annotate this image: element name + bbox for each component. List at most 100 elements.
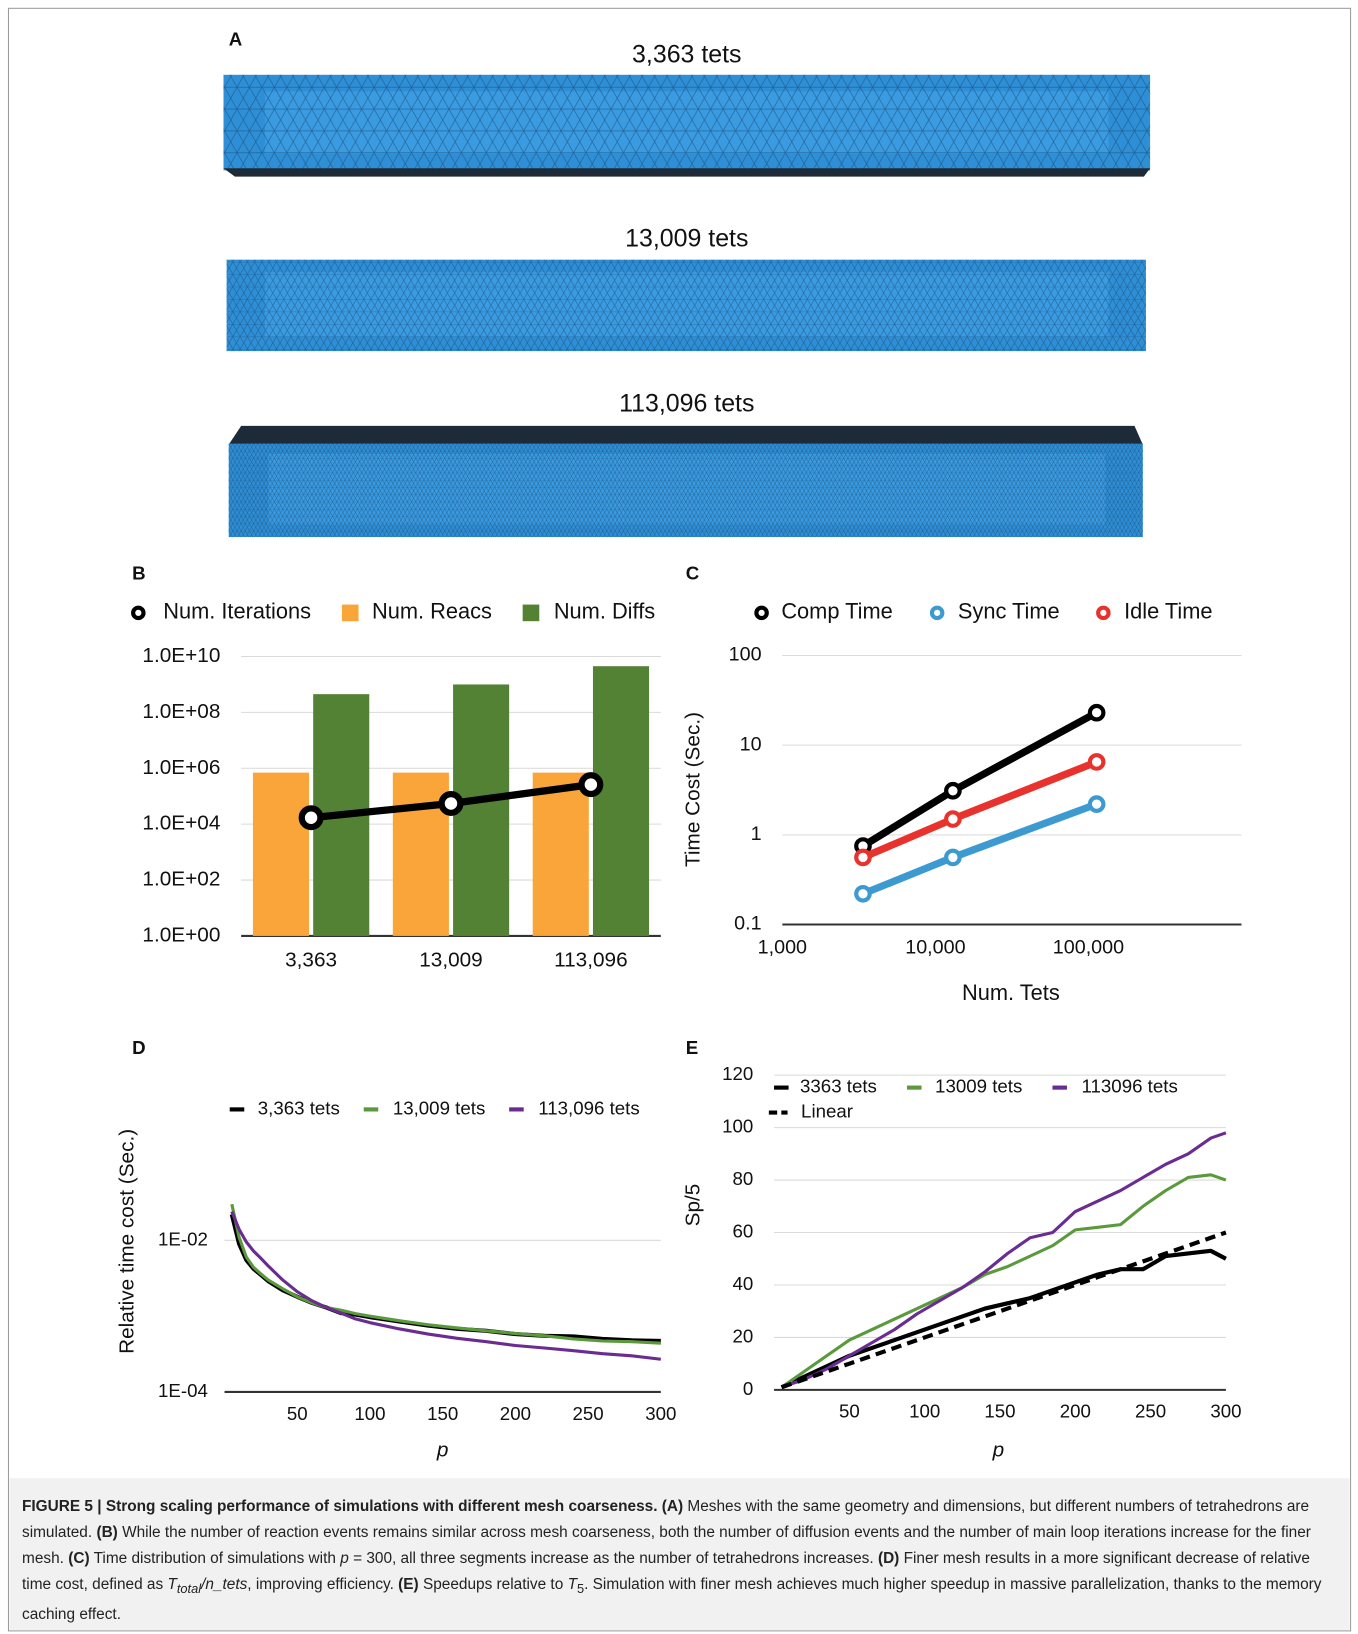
- mesh-fine: [229, 426, 1143, 537]
- chart-panel: C 1,000 10,000 100,000 0.1 1 10 100 Num. Tets Tim…: [682, 562, 1242, 1004]
- figure: A 3,363 tets 13,009 tets 113,096 tets B3…: [0, 0, 1358, 1634]
- x-tick-label: 1,000: [758, 937, 807, 959]
- y-tick-label: 1.0E+10: [142, 644, 220, 667]
- line: [782, 1251, 1226, 1387]
- legend-label: 3,363 tets: [258, 1097, 340, 1118]
- legend-label: 13,009 tets: [393, 1097, 485, 1118]
- marker: [856, 851, 870, 865]
- y-tick-label: 0.1: [734, 913, 761, 935]
- x-tick-label: 13,009: [419, 948, 483, 971]
- y-tick-label: 0: [743, 1378, 753, 1399]
- caption: FIGURE 5 | Strong scaling performance of…: [22, 1494, 1338, 1628]
- y-tick-label: 1.0E+02: [142, 868, 220, 891]
- mesh-label: 13,009 tets: [625, 225, 748, 253]
- x-tick-label: 150: [984, 1401, 1015, 1422]
- page: A 3,363 tets 13,009 tets 113,096 tets B3…: [0, 0, 1358, 1634]
- caption-text: = 300, all three segments increase as th…: [353, 1550, 874, 1567]
- x-tick-label: 250: [1135, 1401, 1166, 1422]
- x-tick-label: 50: [287, 1403, 308, 1424]
- caption-symbol: T: [568, 1576, 577, 1593]
- caption-symbol: p: [340, 1550, 349, 1567]
- legend-swatch: [342, 605, 359, 622]
- x-tick-label: 50: [839, 1401, 860, 1422]
- panel-label: B: [132, 562, 146, 583]
- mesh-medium: [227, 260, 1146, 351]
- x-tick-label: 3,363: [285, 948, 337, 971]
- caption-label: (B): [96, 1524, 117, 1541]
- y-axis-label: Time Cost (Sec.): [682, 712, 705, 867]
- marker: [582, 775, 601, 794]
- marker: [1090, 797, 1104, 811]
- x-axis-label: p: [992, 1439, 1005, 1462]
- bar: [533, 773, 589, 936]
- caption-subscript: total: [177, 1581, 201, 1596]
- bar: [253, 773, 309, 936]
- marker: [946, 784, 960, 798]
- y-tick-label: 60: [732, 1220, 753, 1241]
- y-tick-label: 1.0E+04: [142, 812, 220, 835]
- legend-swatch: [523, 605, 540, 622]
- legend-label: 113096 tets: [1082, 1076, 1178, 1097]
- legend-swatch: [1098, 608, 1108, 618]
- y-tick-label: 100: [729, 644, 762, 666]
- mesh-label: 113,096 tets: [619, 390, 754, 418]
- y-tick-label: 40: [732, 1273, 753, 1294]
- line: [863, 804, 1097, 894]
- marker: [856, 887, 870, 901]
- y-tick-label: 10: [740, 733, 762, 755]
- marker: [302, 808, 321, 827]
- y-tick-label: 1: [751, 823, 762, 845]
- y-tick-label: 1.0E+00: [142, 923, 220, 946]
- x-tick-label: 113,096: [554, 948, 628, 971]
- y-tick-label: 1E-02: [158, 1228, 208, 1249]
- mesh-coarse: [223, 75, 1150, 177]
- x-axis-label: p: [436, 1439, 449, 1462]
- x-tick-label: 200: [1060, 1401, 1091, 1422]
- y-tick-label: 1E-04: [158, 1380, 208, 1401]
- panel-label: E: [686, 1037, 698, 1058]
- legend-swatch: [133, 608, 143, 618]
- y-tick-label: 120: [722, 1063, 753, 1084]
- legend-label: Idle Time: [1124, 599, 1212, 624]
- x-tick-label: 100: [909, 1401, 940, 1422]
- x-tick-label: 10,000: [905, 937, 965, 959]
- line: [232, 1214, 661, 1341]
- legend-swatch: [932, 608, 942, 618]
- x-axis-label: Num. Tets: [962, 980, 1060, 1005]
- caption-text: Time distribution of simulations with: [94, 1550, 336, 1567]
- x-tick-label: 150: [427, 1403, 458, 1424]
- legend-label: Comp Time: [781, 599, 892, 624]
- caption-text: , improving efficiency.: [247, 1576, 394, 1593]
- caption-label: (D): [878, 1550, 899, 1567]
- chart-panel: E 50 100 150 200 250 300 0 20 40 60 80 100 120 p Sp/5 33…: [682, 1037, 1242, 1462]
- y-tick-label: 100: [722, 1116, 753, 1137]
- caption-label: (A): [662, 1498, 683, 1515]
- y-tick-label: 80: [732, 1168, 753, 1189]
- y-tick-label: 20: [732, 1325, 753, 1346]
- panel-label: C: [686, 562, 700, 583]
- legend-label: 3363 tets: [800, 1076, 877, 1097]
- x-tick-label: 100,000: [1053, 937, 1124, 959]
- chart-panel: B 3,363 13,009 113,096 1.0E+00 1.0E+02 1.0E+04…: [132, 562, 661, 971]
- marker: [946, 851, 960, 865]
- y-axis-label: Sp/5: [682, 1184, 705, 1227]
- marker: [442, 794, 461, 813]
- legend-label: 113,096 tets: [538, 1097, 639, 1118]
- caption-title: FIGURE 5 | Strong scaling performance of…: [22, 1498, 657, 1515]
- bar: [593, 666, 649, 936]
- y-tick-label: 1.0E+06: [142, 756, 220, 779]
- caption-label: (C): [68, 1550, 89, 1567]
- caption-text: Speedups relative to: [423, 1576, 563, 1593]
- marker: [1090, 706, 1104, 720]
- x-tick-label: 200: [500, 1403, 531, 1424]
- legend-label: Sync Time: [958, 599, 1060, 624]
- x-tick-label: 250: [573, 1403, 604, 1424]
- y-axis-label: Relative time cost (Sec.): [115, 1129, 138, 1354]
- mesh-label: 3,363 tets: [632, 41, 741, 69]
- legend-label: 13009 tets: [935, 1076, 1022, 1097]
- caption-label: (E): [398, 1576, 419, 1593]
- legend-label: Num. Reacs: [372, 599, 492, 624]
- x-tick-label: 300: [1210, 1401, 1241, 1422]
- x-tick-label: 100: [354, 1403, 385, 1424]
